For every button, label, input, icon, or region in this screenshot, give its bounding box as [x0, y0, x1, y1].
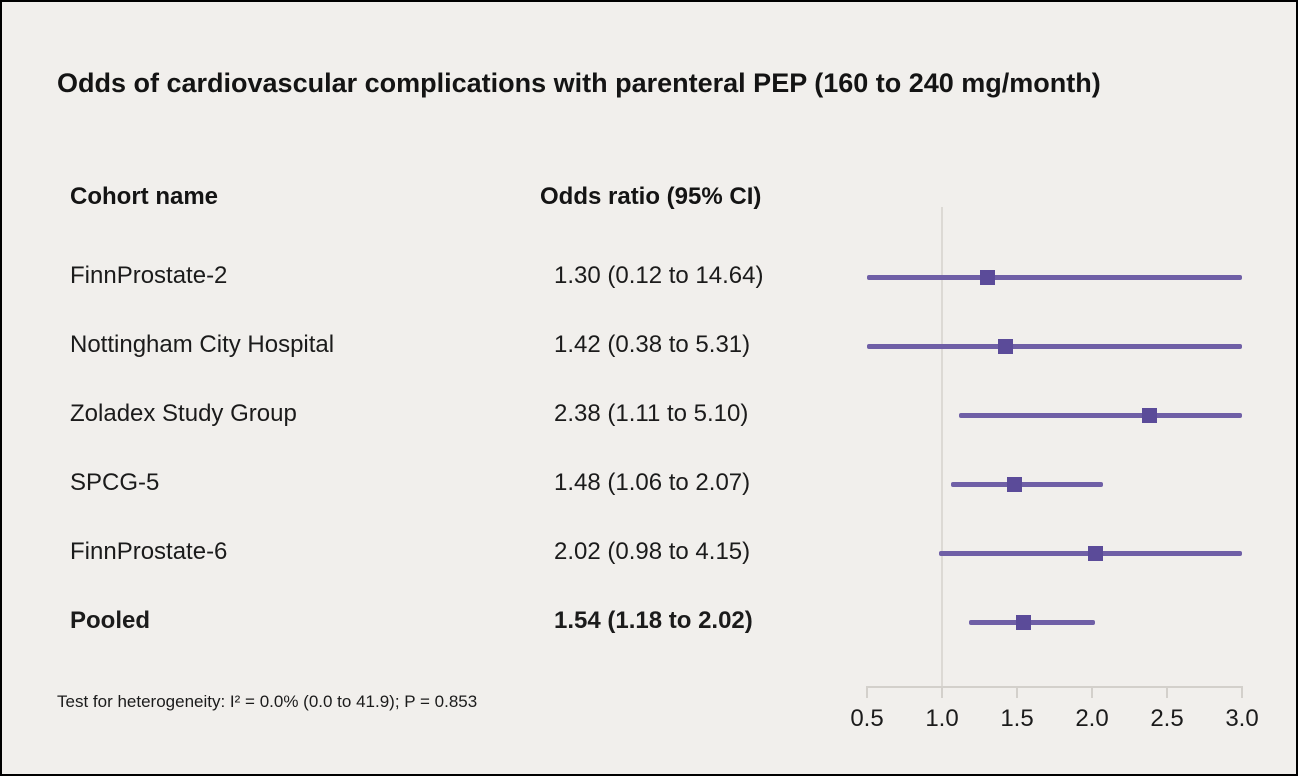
x-axis-tick	[1166, 686, 1168, 698]
x-axis-tick-label: 2.5	[1150, 705, 1184, 732]
column-header-odds-ratio: Odds ratio (95% CI)	[540, 183, 762, 210]
x-axis-tick	[1016, 686, 1018, 698]
ci-line	[958, 412, 1242, 418]
x-axis-tick-label: 3.0	[1225, 705, 1259, 732]
study-name: Zoladex Study Group	[70, 400, 297, 427]
x-axis-tick-label: 0.5	[850, 705, 884, 732]
odds-ratio-value: 2.02 (0.98 to 4.15)	[554, 538, 751, 565]
x-axis-tick	[1241, 686, 1243, 698]
odds-ratio-value: 2.38 (1.11 to 5.10)	[554, 400, 749, 427]
odds-ratio-value: 1.48 (1.06 to 2.07)	[554, 469, 751, 496]
odds-ratio-value: 1.30 (0.12 to 14.64)	[554, 262, 764, 289]
column-header-cohort: Cohort name	[70, 183, 219, 210]
point-estimate-marker	[1015, 614, 1031, 630]
x-axis-tick	[866, 686, 868, 698]
study-name: SPCG-5	[70, 469, 160, 496]
x-axis-tick	[1091, 686, 1093, 698]
x-axis-tick-label: 1.0	[925, 705, 959, 732]
study-name: Pooled	[70, 607, 151, 634]
chart-title: Odds of cardiovascular complications wit…	[57, 68, 1101, 98]
odds-ratio-value: 1.42 (0.38 to 5.31)	[554, 331, 751, 358]
x-axis-tick-label: 2.0	[1075, 705, 1109, 732]
point-estimate-marker	[979, 269, 995, 285]
point-estimate-marker	[997, 338, 1013, 354]
study-name: Nottingham City Hospital	[70, 331, 335, 358]
ci-line	[867, 343, 1242, 349]
x-axis-tick	[941, 686, 943, 698]
point-estimate-marker	[1141, 407, 1157, 423]
point-estimate-marker	[1006, 476, 1022, 492]
ci-line	[951, 481, 1103, 487]
study-name: FinnProstate-6	[70, 538, 228, 565]
x-axis-line	[867, 686, 1242, 688]
heterogeneity-note: Test for heterogeneity: I² = 0.0% (0.0 t…	[57, 692, 478, 711]
ci-line	[969, 619, 1095, 625]
ci-line	[867, 274, 1242, 280]
point-estimate-marker	[1087, 545, 1103, 561]
odds-ratio-value: 1.54 (1.18 to 2.02)	[554, 607, 753, 634]
reference-line-or-1	[941, 207, 943, 686]
study-name: FinnProstate-2	[70, 262, 228, 289]
x-axis-tick-label: 1.5	[1000, 705, 1034, 732]
